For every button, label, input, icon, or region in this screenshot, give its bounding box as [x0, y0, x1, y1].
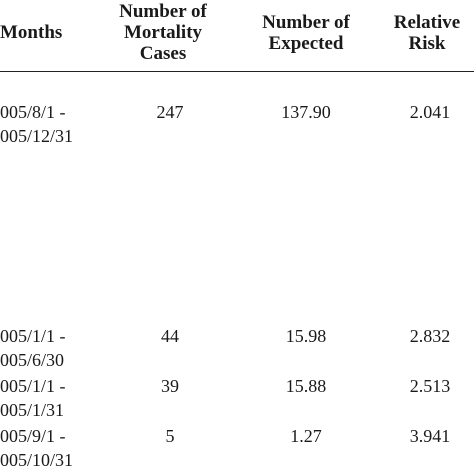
table-row-3-expected: 15.88	[285, 376, 327, 396]
table-row-2-months: 005/1/1 - 005/6/30	[0, 324, 66, 372]
table-row-3-months: 005/1/1 - 005/1/31	[0, 374, 66, 422]
header-mortality-cases: Number of Mortality Cases	[108, 1, 218, 64]
table-row-3-mortality: 39	[161, 376, 179, 396]
row-2-months-line-2: 005/6/30	[0, 350, 65, 370]
header-months-text: Months	[0, 22, 63, 43]
table-row-4-months: 005/9/1 - 005/10/31	[0, 424, 73, 472]
table-row-2-expected: 15.98	[285, 326, 327, 346]
header-months: Months	[0, 22, 62, 43]
row-4-months-line-2: 005/10/31	[0, 450, 74, 470]
table-row-2-relative-risk: 2.832	[409, 326, 451, 346]
row-1-months-line-1: 005/8/1 -	[0, 102, 66, 122]
row-1-months-line-2: 005/12/31	[0, 126, 74, 146]
header-relative-risk-line-1: Relative	[393, 12, 461, 33]
table-row-4-mortality: 5	[165, 426, 175, 446]
table-row-1-expected: 137.90	[281, 102, 331, 122]
row-3-months-line-1: 005/1/1 -	[0, 376, 66, 396]
header-relative-risk: Relative Risk	[382, 12, 472, 54]
row-3-months-line-2: 005/1/31	[0, 400, 65, 420]
table-row-2-mortality: 44	[161, 326, 179, 346]
header-mortality-line-3: Cases	[139, 43, 187, 64]
row-2-months-line-1: 005/1/1 -	[0, 326, 66, 346]
table-row-3-relative-risk: 2.513	[409, 376, 451, 396]
header-expected-line-1: Number of	[262, 12, 350, 33]
header-relative-risk-line-2: Risk	[408, 33, 446, 54]
table-row-1-months: 005/8/1 - 005/12/31	[0, 100, 73, 148]
header-expected-line-2: Expected	[268, 33, 344, 54]
header-mortality-line-1: Number of	[119, 1, 207, 22]
header-expected: Number of Expected	[246, 12, 366, 54]
table-row-1-mortality: 247	[156, 102, 184, 122]
table-row-4-relative-risk: 3.941	[409, 426, 451, 446]
row-4-months-line-1: 005/9/1 -	[0, 426, 66, 446]
header-mortality-line-2: Mortality	[123, 22, 203, 43]
table-row-4-expected: 1.27	[290, 426, 322, 446]
table-row-1-relative-risk: 2.041	[409, 102, 451, 122]
header-rule	[0, 71, 474, 72]
